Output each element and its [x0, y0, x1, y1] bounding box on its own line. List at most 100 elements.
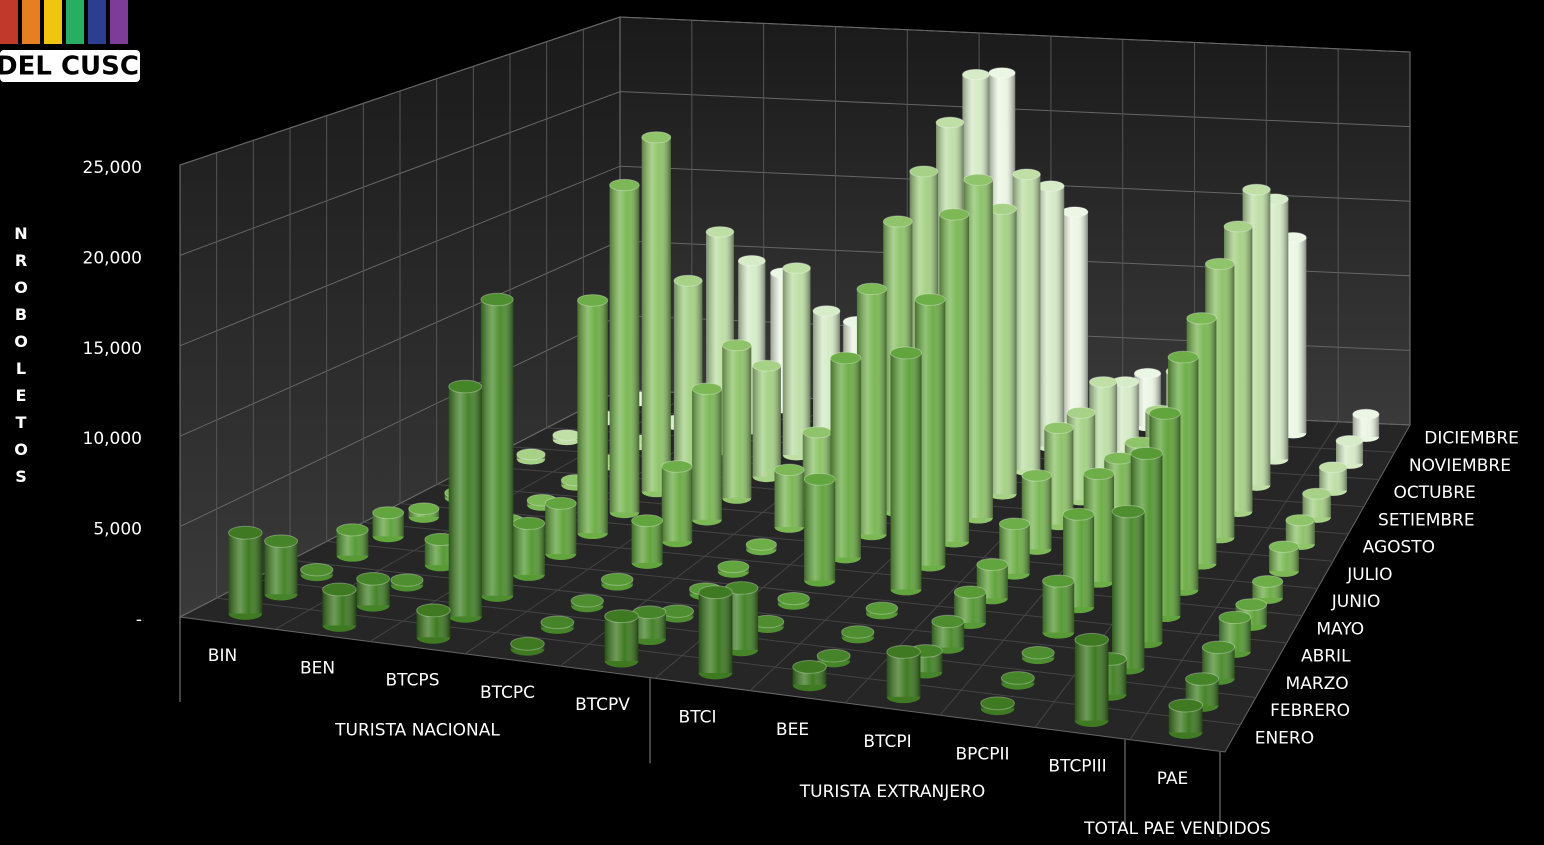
cylinder-top: [228, 525, 263, 540]
cylinder-top: [889, 346, 922, 360]
cylinder-top: [976, 558, 1009, 571]
cylinder-top: [963, 173, 994, 186]
cylinder-top: [961, 68, 990, 81]
cylinder-shade: [856, 288, 887, 535]
cylinder-top: [777, 591, 810, 606]
cylinder-shade: [1302, 493, 1331, 518]
x-tick-label: BTCPIII: [1048, 757, 1106, 777]
cylinder-top: [1167, 350, 1199, 364]
legend-label: ABRIL: [1301, 647, 1351, 667]
x-tick-label: BTCPI: [863, 732, 911, 752]
cylinder: [1168, 698, 1204, 739]
x-tick-label: BTCPC: [480, 683, 535, 703]
cylinder: [691, 382, 723, 526]
cylinder-shade: [830, 357, 861, 558]
legend-label: JUNIO: [1331, 592, 1381, 612]
cylinder: [1074, 632, 1109, 727]
legend-label: OCTUBRE: [1393, 483, 1475, 503]
cylinder-top: [1218, 610, 1252, 625]
cylinder-top: [882, 215, 913, 228]
cylinder-top: [1235, 598, 1268, 612]
cylinder: [856, 282, 888, 541]
cylinder: [228, 525, 263, 620]
cylinder: [356, 571, 391, 612]
cylinder: [570, 594, 604, 613]
cylinder-top: [641, 131, 672, 144]
cylinder-top: [935, 116, 965, 129]
cylinder-top: [1012, 168, 1041, 181]
cylinder-top: [661, 460, 693, 473]
cylinder: [698, 585, 733, 680]
cylinder-top: [516, 448, 546, 461]
cylinder-top: [1186, 312, 1217, 325]
legend-label: FEBRERO: [1270, 701, 1350, 721]
cylinder: [1302, 487, 1332, 523]
cylinder: [886, 644, 921, 704]
x-tick-label: BTCPS: [386, 671, 440, 691]
cylinder-top: [953, 585, 987, 599]
cylinder-top: [856, 282, 888, 296]
logo: DEL CUSCO: [0, 0, 161, 82]
cylinder: [510, 636, 545, 656]
cylinder-top: [705, 226, 735, 238]
legend-label: SETIEMBRE: [1378, 510, 1475, 530]
cylinder-top: [1111, 504, 1145, 519]
cylinder-top: [510, 636, 545, 651]
cylinder-top: [631, 514, 664, 528]
legend-label: MAYO: [1316, 619, 1364, 639]
cylinder-top: [803, 472, 836, 486]
cylinder-shade: [641, 137, 671, 492]
cylinder-shade: [1061, 211, 1088, 423]
cylinder: [1061, 206, 1089, 428]
group-label: TURISTA EXTRANJERO: [799, 782, 985, 802]
cylinder-top: [1318, 461, 1348, 474]
cylinder-shade: [1042, 581, 1075, 633]
cylinder-top: [570, 594, 604, 608]
cylinder-top: [1204, 257, 1235, 271]
cylinder-top: [1242, 183, 1271, 196]
cylinder: [1268, 540, 1300, 577]
cylinder-shade: [692, 388, 722, 520]
cylinder-shade: [1012, 174, 1041, 471]
cylinder-top: [865, 601, 899, 615]
cylinder-top: [980, 696, 1015, 711]
cylinder-shade: [604, 616, 639, 662]
cylinder: [300, 562, 334, 582]
cylinder-top: [540, 615, 575, 630]
cylinder-shade: [752, 365, 781, 477]
cylinder-shade: [1037, 186, 1065, 447]
cylinder-top: [544, 496, 577, 510]
cylinder: [1111, 504, 1145, 675]
cylinder: [721, 339, 752, 504]
cylinder: [322, 582, 357, 632]
cylinder: [987, 203, 1018, 500]
cylinder: [448, 379, 483, 623]
cylinder: [1012, 168, 1041, 476]
cylinder-top: [1021, 469, 1052, 482]
cylinder-top: [812, 305, 841, 317]
cylinder-top: [737, 255, 766, 267]
cylinder: [938, 208, 970, 548]
cylinder-top: [1352, 408, 1380, 420]
cylinder-shade: [1319, 467, 1347, 491]
cylinder-shade: [228, 532, 263, 614]
cylinder-shade: [661, 466, 693, 542]
cylinder: [604, 609, 639, 668]
cylinder: [803, 472, 836, 587]
cylinder-top: [914, 293, 946, 306]
cylinder-top: [390, 573, 424, 587]
cylinder-top: [782, 262, 811, 274]
cylinder: [750, 614, 785, 633]
cylinder: [773, 463, 805, 533]
cylinder: [631, 514, 664, 569]
cylinder-top: [1335, 435, 1364, 447]
cylinder: [600, 572, 634, 591]
cylinder-top: [1168, 698, 1204, 713]
logo-text: DEL CUSCO: [0, 52, 161, 82]
cylinder: [980, 696, 1015, 716]
legend-label: MARZO: [1286, 674, 1349, 694]
cylinder-top: [1251, 575, 1284, 588]
cylinder-shade: [609, 185, 640, 513]
cylinder-shade: [1074, 639, 1109, 721]
cylinder-shade: [1336, 440, 1364, 464]
